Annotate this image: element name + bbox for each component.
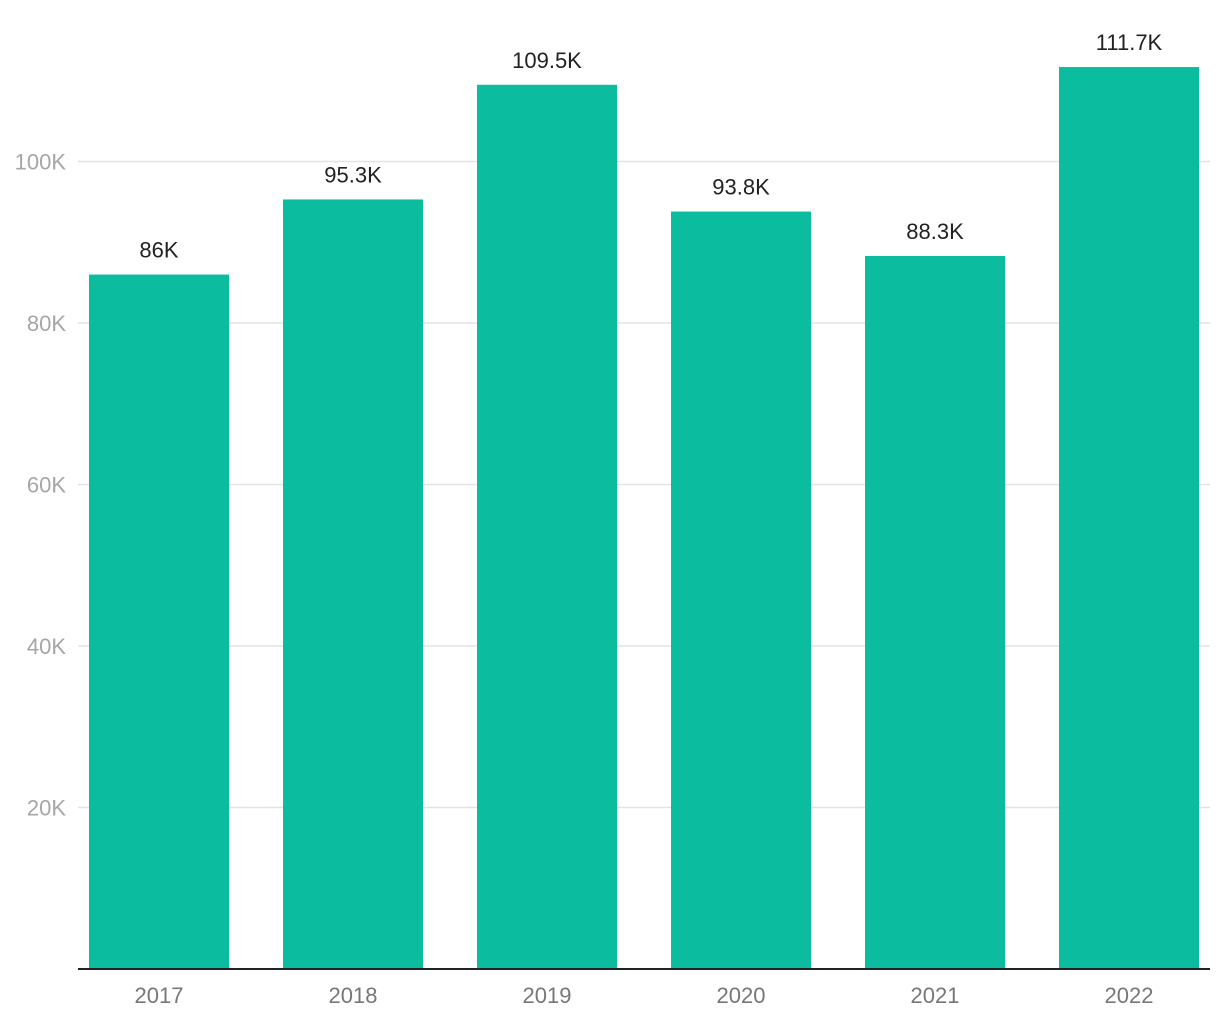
data-label: 93.8K bbox=[712, 175, 770, 200]
y-tick-label: 80K bbox=[27, 311, 66, 336]
bar bbox=[1059, 67, 1199, 969]
bar bbox=[283, 199, 423, 969]
data-label: 86K bbox=[139, 238, 178, 263]
data-label: 109.5K bbox=[512, 48, 582, 73]
bar bbox=[671, 211, 811, 969]
y-tick-label: 60K bbox=[27, 473, 66, 498]
data-labels: 86K 95.3K 109.5K 93.8K 88.3K 111.7K bbox=[139, 30, 1162, 263]
data-label: 88.3K bbox=[906, 219, 964, 244]
bar bbox=[865, 255, 1005, 970]
y-tick-label: 100K bbox=[15, 150, 67, 175]
x-tick-label: 2018 bbox=[329, 983, 378, 1008]
y-axis-ticks: 20K 40K 60K 80K 100K bbox=[15, 150, 67, 821]
bars bbox=[89, 67, 1199, 970]
x-axis-ticks: 2017 2018 2019 2020 2021 2022 bbox=[135, 983, 1154, 1008]
y-tick-label: 20K bbox=[27, 796, 66, 821]
x-tick-label: 2020 bbox=[717, 983, 766, 1008]
x-tick-label: 2022 bbox=[1105, 983, 1154, 1008]
x-tick-label: 2017 bbox=[135, 983, 184, 1008]
data-label: 95.3K bbox=[324, 162, 382, 187]
x-tick-label: 2021 bbox=[911, 983, 960, 1008]
bar bbox=[477, 84, 617, 970]
y-tick-label: 40K bbox=[27, 634, 66, 659]
data-label: 111.7K bbox=[1096, 30, 1163, 55]
bar bbox=[89, 274, 229, 969]
gridlines bbox=[78, 160, 1210, 809]
x-tick-label: 2019 bbox=[523, 983, 572, 1008]
